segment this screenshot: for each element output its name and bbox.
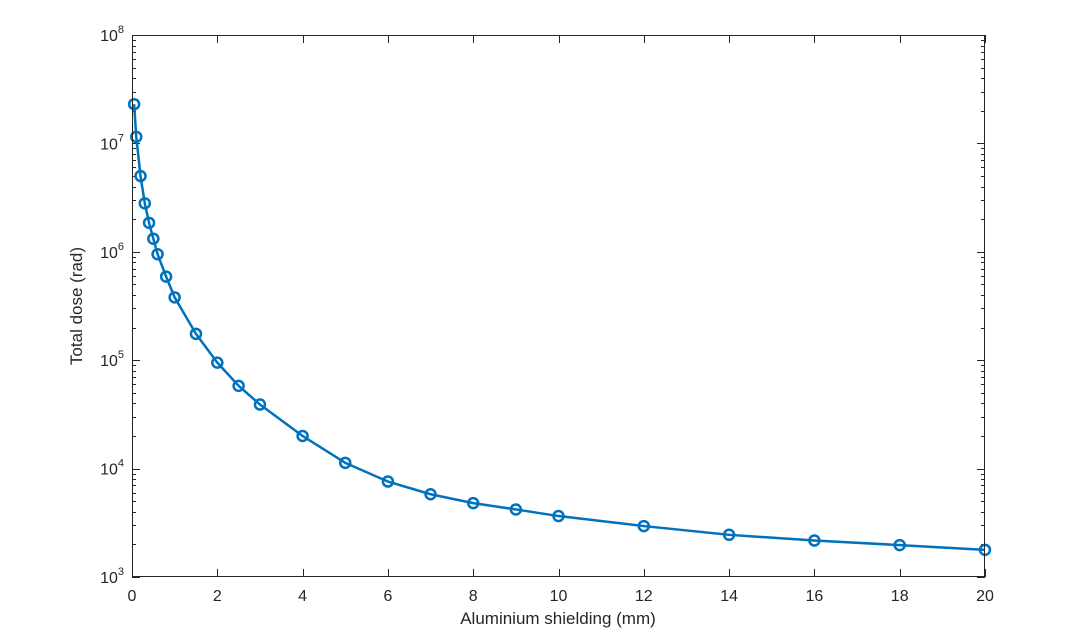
y-tick-exponent: 7 bbox=[118, 132, 124, 144]
data-point bbox=[142, 216, 156, 230]
x-tick-label: 2 bbox=[213, 588, 222, 605]
plot-area bbox=[132, 35, 985, 577]
data-point bbox=[722, 528, 736, 542]
x-tick-label: 8 bbox=[469, 588, 478, 605]
y-tick-exponent: 3 bbox=[118, 566, 124, 578]
data-point bbox=[466, 496, 480, 510]
data-point bbox=[893, 538, 906, 552]
data-point bbox=[151, 247, 164, 261]
data-point bbox=[808, 534, 821, 547]
plot-frame bbox=[132, 35, 985, 577]
data-point bbox=[424, 487, 437, 501]
x-tick-label: 12 bbox=[635, 588, 653, 605]
data-point bbox=[138, 197, 152, 210]
x-tick-label: 14 bbox=[720, 588, 738, 605]
data-point bbox=[339, 456, 352, 470]
y-tick-base: 10 bbox=[100, 462, 118, 479]
y-tick-label: 105 bbox=[100, 349, 124, 370]
data-point bbox=[381, 475, 395, 488]
y-tick-label: 107 bbox=[100, 132, 124, 153]
x-tick-label: 4 bbox=[298, 588, 307, 605]
x-tick-label: 6 bbox=[383, 588, 392, 605]
x-tick-labels: 0 2 4 6 8 10 12 14 16 18 20 bbox=[128, 588, 994, 605]
data-point bbox=[147, 232, 160, 245]
data-point bbox=[134, 169, 147, 183]
x-tick-label: 20 bbox=[976, 588, 994, 605]
y-tick-label: 104 bbox=[100, 458, 124, 479]
data-series bbox=[127, 97, 992, 557]
data-point bbox=[130, 130, 143, 144]
y-tick-label: 108 bbox=[100, 24, 124, 45]
x-tick-label: 16 bbox=[806, 588, 824, 605]
data-point bbox=[211, 356, 224, 369]
y-tick-base: 10 bbox=[100, 245, 118, 262]
y-tick-label: 103 bbox=[100, 566, 124, 587]
y-tick-exponent: 4 bbox=[118, 458, 124, 470]
x-tick-label: 10 bbox=[550, 588, 568, 605]
x-axis-label: Aluminium shielding (mm) bbox=[460, 609, 656, 628]
y-tick-base: 10 bbox=[100, 28, 118, 45]
data-point bbox=[296, 429, 309, 443]
y-tick-exponent: 6 bbox=[118, 241, 124, 253]
data-point bbox=[253, 398, 267, 411]
data-point bbox=[637, 519, 651, 533]
y-tick-base: 10 bbox=[100, 570, 118, 587]
x-tick-label: 0 bbox=[128, 588, 137, 605]
data-point bbox=[189, 327, 203, 341]
y-axis-label: Total dose (rad) bbox=[67, 247, 86, 365]
y-tick-base: 10 bbox=[100, 353, 118, 370]
x-tick-label: 18 bbox=[891, 588, 909, 605]
data-point bbox=[509, 503, 523, 516]
data-point bbox=[127, 97, 141, 111]
data-point bbox=[159, 270, 173, 283]
data-point bbox=[232, 379, 245, 393]
y-tick-label: 106 bbox=[100, 241, 124, 262]
y-tick-base: 10 bbox=[100, 136, 118, 153]
data-point bbox=[168, 291, 181, 304]
y-tick-exponent: 8 bbox=[118, 24, 124, 36]
y-tick-exponent: 5 bbox=[118, 349, 124, 361]
data-point bbox=[552, 509, 565, 523]
series-line bbox=[132, 104, 986, 552]
